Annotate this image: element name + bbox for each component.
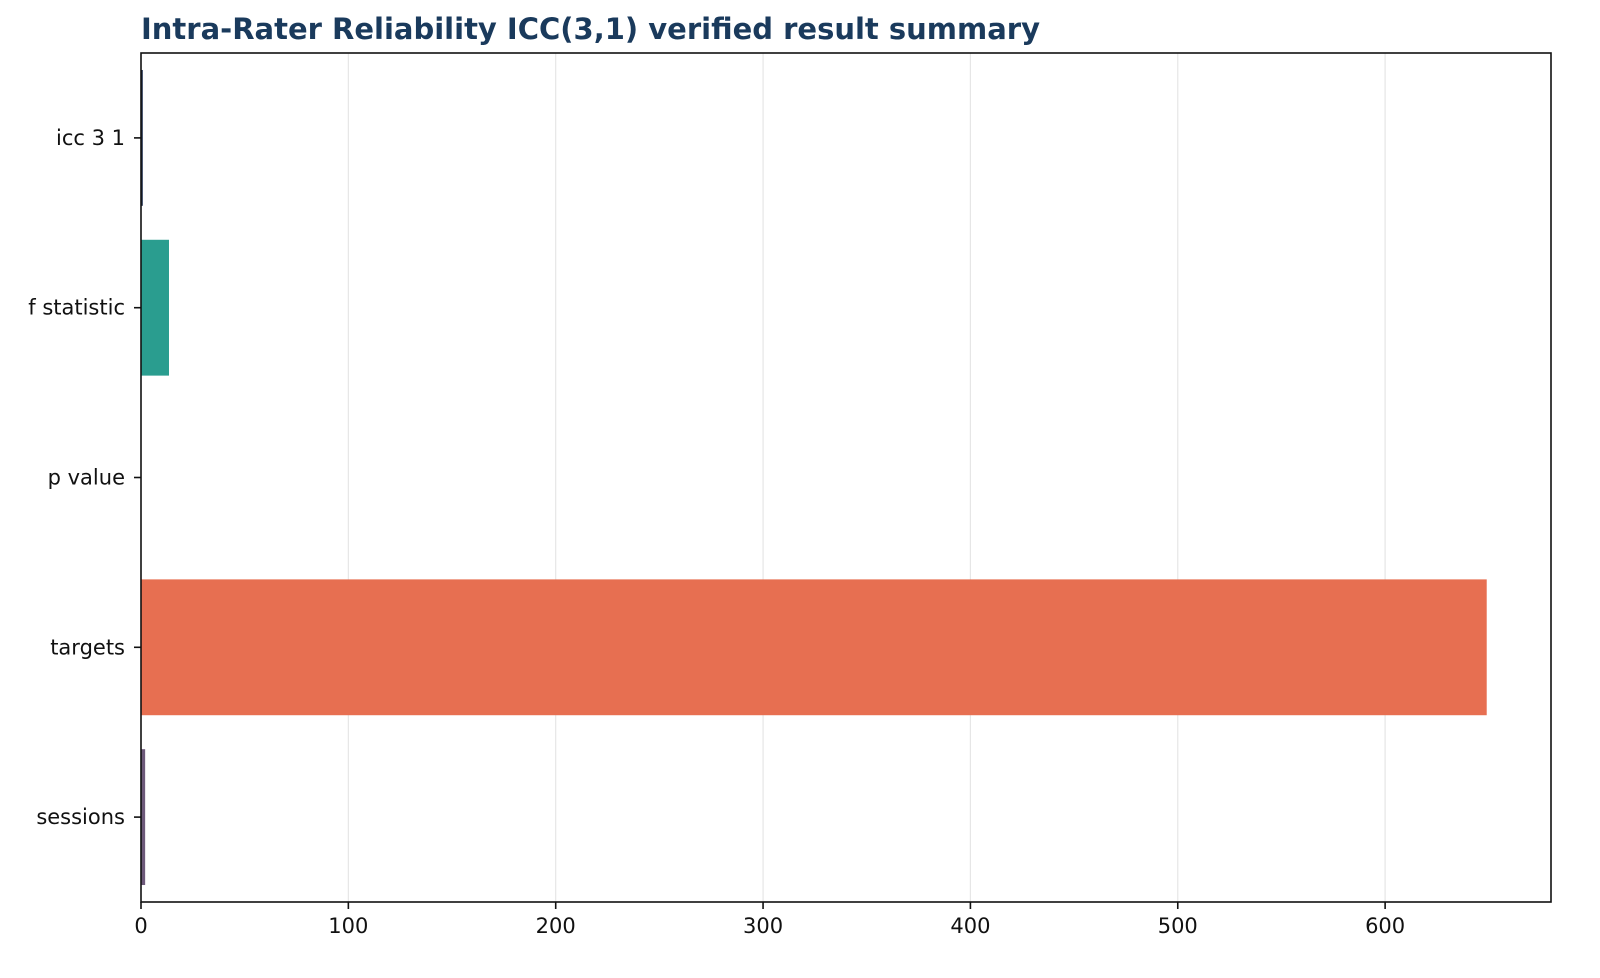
x-tick-label: 600 — [1365, 914, 1405, 938]
y-tick-label: icc 3 1 — [56, 126, 125, 150]
y-tick-label: f statistic — [28, 296, 125, 320]
bar-targets — [141, 579, 1487, 716]
y-tick-label: p value — [48, 466, 125, 490]
y-axis: icc 3 1 f statistic p value targets sessions — [28, 126, 141, 829]
x-tick-label: 200 — [536, 914, 576, 938]
x-tick-label: 0 — [134, 914, 147, 938]
plot-frame — [140, 52, 1552, 903]
x-tick-label: 400 — [950, 914, 990, 938]
y-tick-label: targets — [50, 635, 125, 659]
x-tick-label: 300 — [743, 914, 783, 938]
bar-sessions — [141, 749, 146, 886]
x-axis: 0 100 200 300 400 500 600 — [134, 902, 1405, 938]
grid-lines — [347, 53, 1386, 902]
x-tick-label: 500 — [1158, 914, 1198, 938]
x-tick-label: 100 — [328, 914, 368, 938]
bar-f-statistic — [141, 239, 169, 376]
chart-title: Intra-Rater Reliability ICC(3,1) verifie… — [141, 12, 1040, 46]
y-tick-label: sessions — [36, 805, 125, 829]
bar-icc-3-1 — [141, 69, 143, 206]
bars — [141, 69, 1487, 886]
